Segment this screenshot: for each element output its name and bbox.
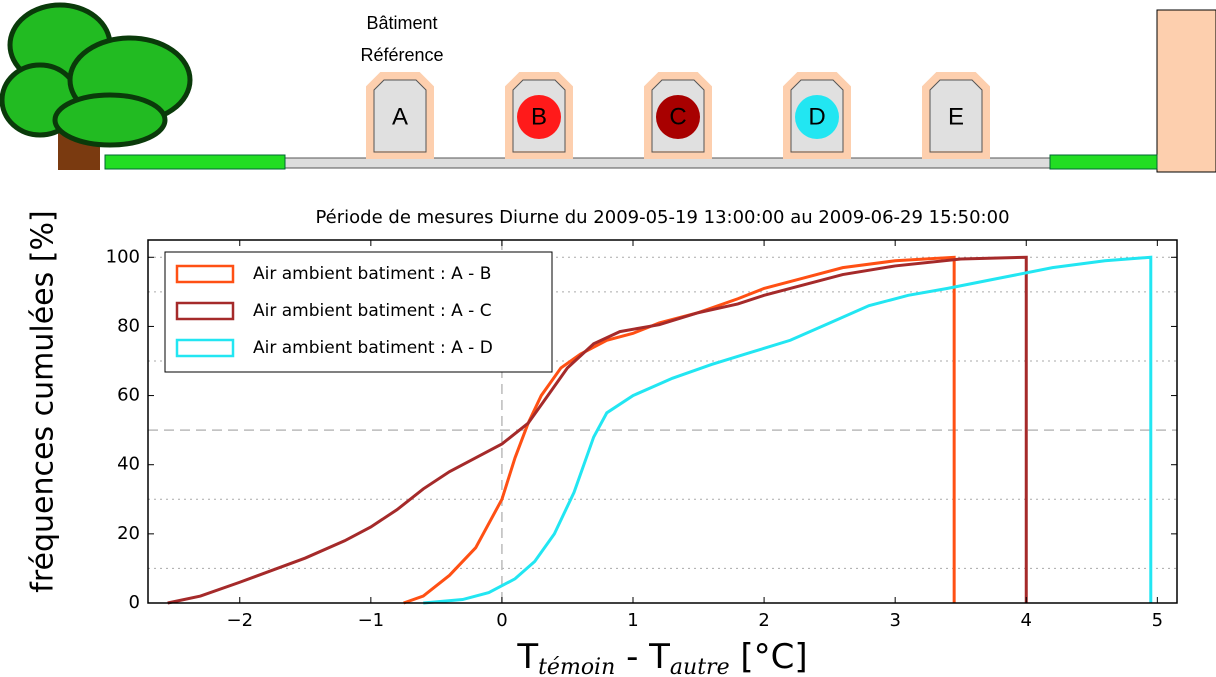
building xyxy=(366,72,434,159)
building-label: D xyxy=(808,103,825,130)
series-line xyxy=(403,255,956,605)
x-tick-label: −1 xyxy=(358,610,385,631)
building-outline xyxy=(373,79,427,153)
x-tick-label: 2 xyxy=(758,610,769,631)
y-tick-label: 40 xyxy=(117,454,140,475)
x-tick-label: 0 xyxy=(496,610,507,631)
building-marker xyxy=(656,95,700,139)
x-tick-label: −2 xyxy=(226,610,253,631)
x-axis-label-part: [°C] xyxy=(730,637,808,677)
grass xyxy=(104,154,286,170)
legend-frame xyxy=(164,251,553,373)
building-outline xyxy=(651,79,705,153)
building-marker xyxy=(795,95,839,139)
y-tick-label: 0 xyxy=(129,592,140,613)
legend-label: Air ambient batiment : A - C xyxy=(253,301,492,321)
series-line xyxy=(167,255,1028,605)
header: Bâtiment Référence A B C D E xyxy=(360,13,990,159)
grass xyxy=(1049,154,1158,170)
legend-label: Air ambient batiment : A - B xyxy=(253,264,491,284)
reference-label: Bâtiment xyxy=(366,13,437,33)
series-line xyxy=(423,255,1153,605)
x-axis-label-part: T xyxy=(516,637,538,677)
y-tick-label: 80 xyxy=(117,315,140,336)
x-axis-label-part: témoin xyxy=(538,655,615,677)
legend-swatch xyxy=(175,338,235,358)
legend-label: Air ambient batiment : A - D xyxy=(253,338,493,358)
scene xyxy=(0,2,1216,173)
neighbour-wall xyxy=(1156,9,1216,173)
building-label: A xyxy=(392,103,408,130)
x-tick-label: 5 xyxy=(1152,610,1163,631)
x-tick-label: 3 xyxy=(889,610,900,631)
x-axis-label-part: autre xyxy=(670,655,730,677)
x-tick-label: 1 xyxy=(627,610,638,631)
plot: Période de mesures Diurne du 2009-05-19 … xyxy=(26,207,1178,677)
tree xyxy=(0,2,193,148)
building-outline xyxy=(512,79,566,153)
building xyxy=(922,72,990,159)
plot-frame xyxy=(147,239,1178,604)
y-tick-label: 60 xyxy=(117,385,140,406)
chart-title: Période de mesures Diurne du 2009-05-19 … xyxy=(315,207,1009,228)
y-tick-label: 100 xyxy=(106,246,140,267)
x-tick-label: 4 xyxy=(1021,610,1032,631)
building-label: C xyxy=(669,103,686,130)
reference-label: Référence xyxy=(360,45,443,65)
x-axis-label-part: - T xyxy=(615,637,670,677)
x-axis-label: Ttémoin - Tautre [°C] xyxy=(516,637,807,677)
legend-swatch xyxy=(175,264,235,284)
building-label: E xyxy=(948,103,964,130)
legend-swatch xyxy=(175,301,235,321)
building-marker xyxy=(517,95,561,139)
ground xyxy=(284,157,1051,169)
building-label: B xyxy=(531,103,547,130)
legend: Air ambient batiment : A - B Air ambient … xyxy=(164,251,553,373)
building-outline xyxy=(929,79,983,153)
y-axis-label: fréquences cumulées [%] xyxy=(26,210,61,592)
y-tick-label: 20 xyxy=(117,523,140,544)
building-outline xyxy=(790,79,844,153)
